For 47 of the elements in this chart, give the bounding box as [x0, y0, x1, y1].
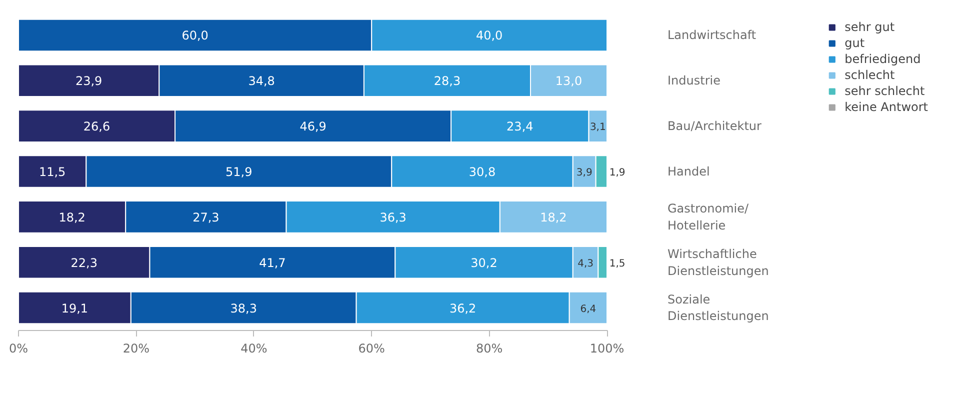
data-label: 1,9: [609, 168, 626, 178]
data-label: 51,9: [226, 165, 252, 179]
data-label: 23,9: [75, 74, 102, 88]
data-label: 19,1: [61, 301, 88, 316]
data-label: 30,2: [470, 256, 498, 270]
data-label: 6,4: [580, 304, 596, 315]
data-label: 18,2: [58, 210, 86, 224]
data-label: 28,3: [434, 74, 461, 88]
legend-label: gut: [844, 36, 865, 50]
legend-label: sehr schlecht: [844, 84, 925, 98]
y-tick-label: Bau/Architektur: [668, 119, 762, 134]
data-label: 11,5: [38, 165, 66, 179]
x-tick-label: 20%: [122, 342, 150, 356]
data-label: 38,3: [230, 301, 257, 316]
data-label: 1,5: [609, 258, 626, 270]
data-label: 4,3: [578, 258, 594, 270]
legend-label: keine Antwort: [844, 100, 928, 114]
legend-label: schlecht: [844, 68, 895, 82]
legend-label: sehr gut: [844, 20, 895, 34]
x-tick-label: 100%: [590, 342, 624, 356]
data-label: 41,7: [259, 256, 286, 270]
data-label: 34,8: [248, 74, 275, 88]
data-label: 22,3: [70, 256, 98, 270]
data-label: 60,0: [182, 28, 208, 43]
y-tick-label: Handel: [668, 164, 710, 178]
x-tick-label: 80%: [476, 342, 503, 356]
data-label: 40,0: [476, 28, 503, 43]
data-label: 30,8: [468, 165, 496, 179]
x-tick-label: 40%: [240, 342, 268, 356]
x-tick-label: 60%: [358, 342, 385, 356]
data-label: 13,0: [555, 74, 582, 88]
data-label: 27,3: [192, 210, 220, 224]
data-label: 26,6: [83, 120, 110, 134]
y-tick-label: Soziale Dienstleistungen: [668, 292, 769, 324]
legend-label: befriedigend: [844, 52, 921, 66]
data-label: 18,2: [540, 210, 567, 224]
data-label: 23,4: [506, 120, 534, 134]
data-label: 36,3: [380, 210, 406, 224]
data-label: 46,9: [300, 120, 326, 134]
y-tick-label: Wirtschaftliche Dienstleistungen: [668, 246, 769, 278]
y-tick-label: Gastronomie/ Hotellerie: [668, 202, 750, 232]
data-label: 36,2: [449, 301, 476, 316]
data-label: 3,1: [590, 122, 606, 134]
y-tick-label: Industrie: [668, 74, 720, 88]
x-tick-label: 0%: [8, 342, 28, 356]
y-tick-label: Landwirtschaft: [668, 28, 756, 42]
data-label: 3,9: [576, 168, 592, 178]
